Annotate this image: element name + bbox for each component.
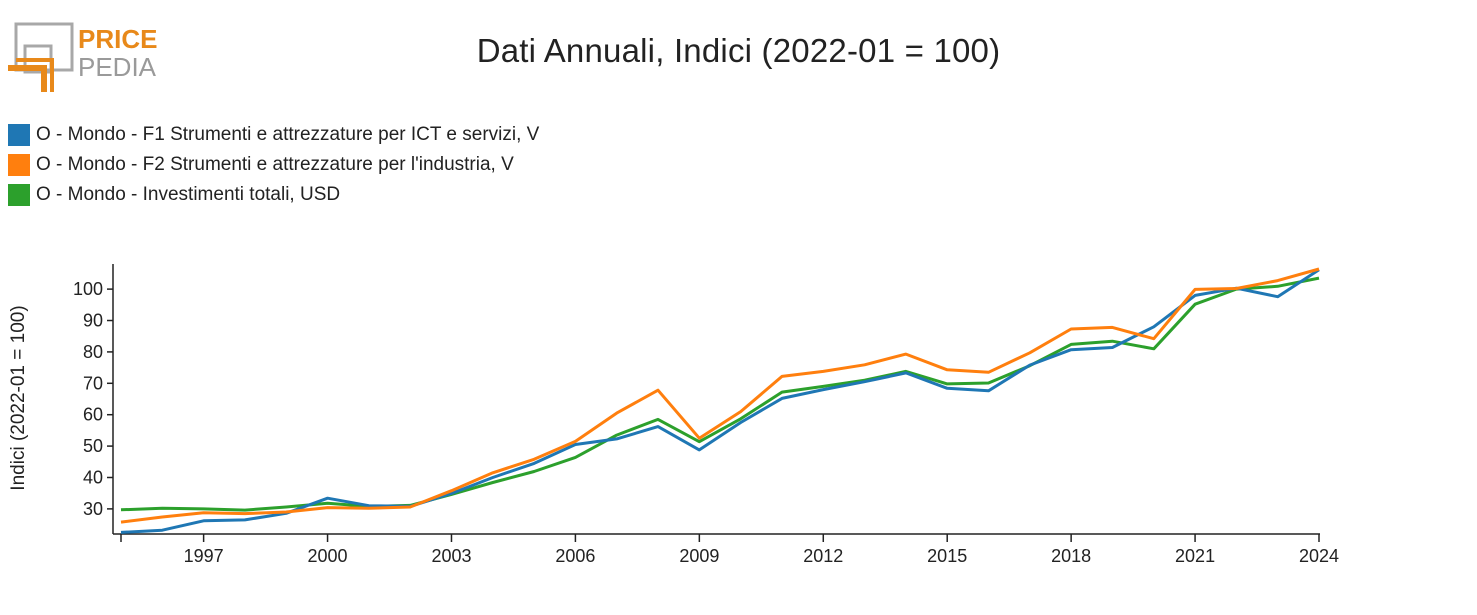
legend-swatch-investimenti bbox=[8, 184, 30, 206]
chart-legend: O - Mondo - F1 Strumenti e attrezzature … bbox=[8, 120, 539, 210]
legend-item-f2[interactable]: O - Mondo - F2 Strumenti e attrezzature … bbox=[8, 150, 539, 180]
y-tick-label: 70 bbox=[83, 373, 103, 393]
legend-label-f1: O - Mondo - F1 Strumenti e attrezzature … bbox=[36, 124, 540, 145]
y-tick-label: 60 bbox=[83, 405, 103, 425]
logo-text-price: PRICE bbox=[78, 24, 157, 54]
legend-label-investimenti: O - Mondo - Investimenti totali, USD bbox=[36, 184, 341, 205]
series-line-2[interactable] bbox=[120, 276, 1320, 512]
chart-axes: 30 40 50 60 70 80 90 100 1997 2000 2003 2006 2009 201… bbox=[73, 264, 1339, 566]
y-tick-label: 80 bbox=[83, 342, 103, 362]
series-line-1[interactable] bbox=[120, 267, 1320, 524]
series-line-0[interactable] bbox=[120, 268, 1320, 534]
y-tick-label: 30 bbox=[83, 499, 103, 519]
chart-title: Dati Annuali, Indici (2022-01 = 100) bbox=[476, 32, 1001, 69]
legend-item-f1[interactable]: O - Mondo - F1 Strumenti e attrezzature … bbox=[8, 120, 539, 150]
chart-series bbox=[120, 267, 1320, 534]
pricepedia-logo: PRICE PEDIA bbox=[8, 22, 157, 92]
x-tick-label: 2021 bbox=[1175, 546, 1215, 566]
x-tick-label: 2015 bbox=[927, 546, 967, 566]
x-tick-label: 2012 bbox=[803, 546, 843, 566]
y-tick-label: 50 bbox=[83, 436, 103, 456]
x-tick-label: 2024 bbox=[1299, 546, 1339, 566]
legend-swatch-f1 bbox=[8, 124, 30, 146]
y-tick-label: 90 bbox=[83, 311, 103, 331]
x-tick-label: 2000 bbox=[308, 546, 348, 566]
legend-label-f2: O - Mondo - F2 Strumenti e attrezzature … bbox=[36, 154, 514, 175]
y-axis-title: Indici (2022-01 = 100) bbox=[8, 305, 29, 490]
x-tick-label: 2018 bbox=[1051, 546, 1091, 566]
logo-text-pedia: PEDIA bbox=[78, 52, 157, 82]
x-tick-label: 2006 bbox=[555, 546, 595, 566]
x-tick-label: 2003 bbox=[431, 546, 471, 566]
y-tick-label: 40 bbox=[83, 467, 103, 487]
x-tick-label: 1997 bbox=[184, 546, 224, 566]
legend-item-investimenti[interactable]: O - Mondo - Investimenti totali, USD bbox=[8, 180, 539, 210]
x-tick-label: 2009 bbox=[679, 546, 719, 566]
legend-swatch-f2 bbox=[8, 154, 30, 176]
y-tick-label: 100 bbox=[73, 279, 103, 299]
